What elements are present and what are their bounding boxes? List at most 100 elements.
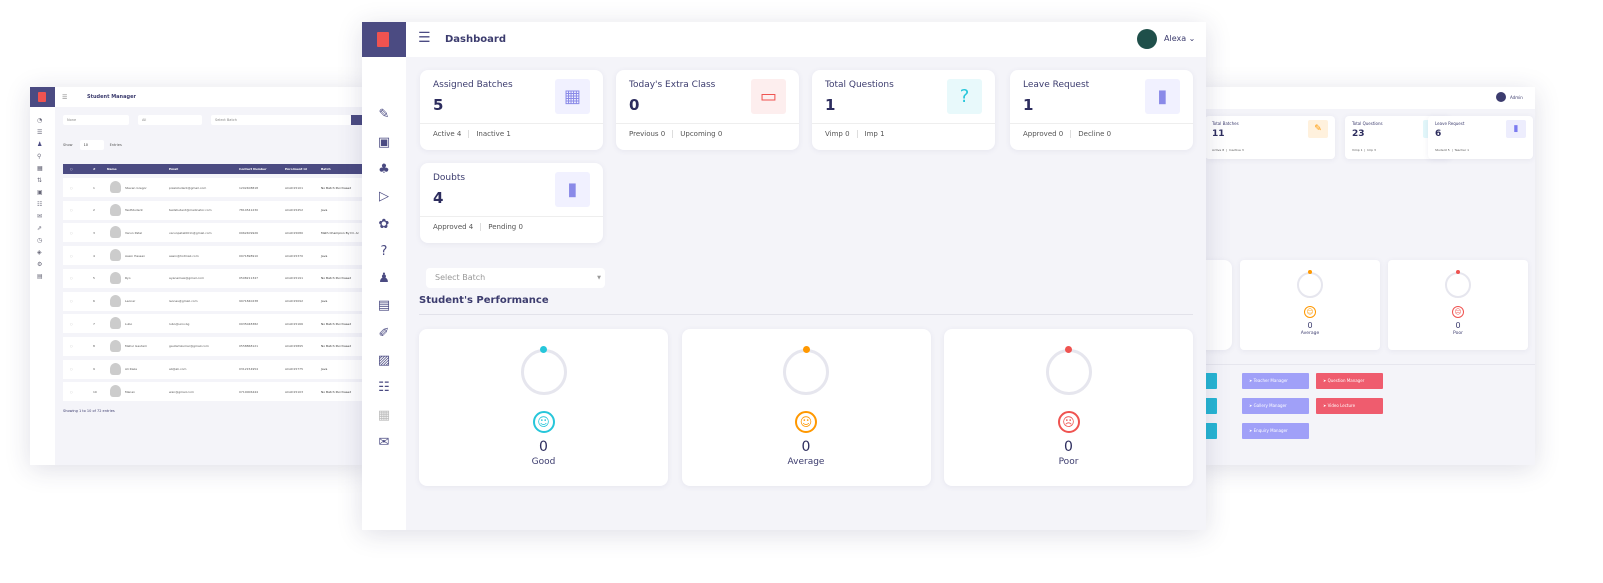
certificate-icon[interactable]: ▤ [377,298,391,314]
caret-down-icon: ▼ [597,275,601,281]
row-checkbox[interactable]: ○ [70,253,73,258]
batch-select[interactable]: Select Batch [211,115,351,125]
sidebar-icon[interactable]: ◷ [37,237,43,244]
sidebar-icon[interactable]: ✉ [37,213,43,220]
sidebar-icon[interactable]: ☰ [37,129,43,136]
row-checkbox[interactable]: ○ [70,185,73,190]
doubts-chat-icon[interactable]: ✉ [378,434,390,450]
sidebar: ◔✎▣♣▷✿?♟▤✐▨☷▦✉ [362,22,406,530]
row-checkbox[interactable]: ○ [70,276,73,281]
stat-card-assigned-batches[interactable]: Assigned Batches 5 ▦ Active 4 Inactive 1 [420,70,603,150]
gallery-icon[interactable]: ▨ [377,353,391,368]
quick-link-button[interactable]: ➤ Question Manager [1316,373,1383,389]
sidebar-icon[interactable]: ⇗ [37,225,43,232]
admin-user-name[interactable]: Admin [1510,95,1523,100]
avatar [110,181,121,193]
stat-card[interactable]: Total Batches 11 ✎ Active 8 | Inactive 3 [1205,116,1335,159]
row-checkbox[interactable]: ○ [70,299,73,303]
sad-face-icon: ☹ [1452,306,1464,318]
quick-link-button[interactable]: ➤ Video Lecture [1316,398,1383,414]
sidebar-icon[interactable]: ⇅ [37,177,43,184]
table-row[interactable]: ○ 3 Varun Patel varunpatel0011@gmail.com… [63,223,370,243]
quick-link-button[interactable]: ➤ Teacher Manager [1242,373,1309,389]
avatar [110,271,121,284]
checklist-icon[interactable]: ☷ [378,380,390,396]
stat-card-leave-request[interactable]: Leave Request 1 ▮ Approved 0 Decline 0 [1010,70,1193,150]
stat-card-doubts[interactable]: Doubts 4 ▮ Approved 4 Pending 0 [420,163,603,243]
video-icon[interactable]: ▷ [379,189,389,205]
admin-dashboard-screenshot: Admin Total Batches 11 ✎ Active 8 | Inact… [1195,87,1535,465]
sidebar-icon[interactable]: ♟ [37,141,43,148]
book-icon: ▮ [1145,79,1180,114]
sidebar-icon[interactable]: ⚲ [37,153,42,160]
user-menu[interactable]: Alexa ⌄ [1164,34,1196,43]
avatar [110,294,121,307]
row-checkbox[interactable]: ○ [70,321,73,326]
presentation-board-icon: ▭ [751,79,786,114]
calendar-icon[interactable]: ▦ [377,407,391,423]
row-checkbox[interactable]: ○ [70,230,73,235]
sidebar-icon[interactable]: ◈ [37,249,42,256]
student-icon[interactable]: ♟ [378,271,390,287]
sidebar-icon[interactable]: ☷ [37,201,43,208]
table-row[interactable]: ○ 9 Ali Raza ali@ali.com 0312154954 ACAD… [63,359,370,379]
row-checkbox[interactable]: ○ [70,367,73,372]
stat-card[interactable]: Leave Request 6 ▮ Student 5 | Teacher 1 [1428,116,1533,159]
book-icon: ▮ [1506,120,1526,138]
performance-card: ☹ 0 Poor [1388,260,1528,350]
book-icon: ▮ [555,172,590,207]
avatar [110,362,121,375]
sidebar: ◔ ☰ ♟ ⚲ ▦ ⇅ ▣ ☷ ✉ ⇗ ◷ ◈ ⚙ ▤ [30,87,55,465]
table-row[interactable]: ○ 5 Ryo ayanamesi@gmail.com 0508211347 A… [63,268,370,288]
page-title: Student Manager [87,94,136,100]
logo [362,22,406,57]
quick-link-button[interactable]: ➤ Enquiry Manager [1242,423,1309,439]
table-row[interactable]: ○ 7 Lubo lubo@univ.bg 0935048382 ACAD151… [63,314,370,334]
stat-card-total-questions[interactable]: Total Questions 1 ? Vimp 0 Imp 1 [812,70,995,150]
table-row[interactable]: ○ 2 TestStudent teststudent@mailinator.c… [63,200,370,220]
table-row[interactable]: ○ 1 Steven Gregor pixelstudent@gmail.com… [63,178,370,197]
user-avatar[interactable] [1137,29,1157,49]
table-row[interactable]: ○ 6 Leonar leonas@gmail.com 9971840238 A… [63,291,370,311]
filter-select-2[interactable]: All [138,115,202,125]
notes-icon[interactable]: ✐ [378,325,390,341]
row-checkbox[interactable]: ○ [70,389,73,394]
hamburger-menu-icon[interactable]: ☰ [418,30,431,46]
stat-card-today-s-extra-class[interactable]: Today's Extra Class 0 ▭ Previous 0 Upcomi… [616,70,799,150]
sidebar-icon[interactable]: ▦ [37,165,43,172]
quick-link-button[interactable]: ➤ Gallery Manager [1242,398,1309,414]
question-icon[interactable]: ? [380,243,388,259]
student-manager-screenshot: ◔ ☰ ♟ ⚲ ▦ ⇅ ▣ ☷ ✉ ⇗ ◷ ◈ ⚙ ▤ ☰ Student Manager None Al… [30,87,370,465]
table-header: ○ # Name Email Contact Number Enrolment Id Bat… [63,164,370,174]
sidebar-icon[interactable]: ◔ [37,117,43,124]
performance-title: Student's Performance [419,295,549,306]
row-checkbox[interactable]: ○ [70,344,73,349]
table-footer: Showing 1 to 10 of 72 entries [63,409,115,413]
exam-edit-icon[interactable]: ✎ [378,107,390,123]
sad-face-icon: ☹ [1057,411,1080,433]
admin-avatar[interactable] [1496,92,1506,102]
group-icon: ▦ [555,79,590,114]
award-icon[interactable]: ✿ [378,216,390,232]
table-row[interactable]: ○ 10 Manan wan@gmail.com 0710006444 ACAD… [63,382,370,402]
search-button[interactable] [351,115,370,125]
table-row[interactable]: ○ 8 Mehul Gautam gautamkumar@gmail.com 0… [63,336,370,356]
edit-note-icon: ✎ [1308,120,1328,138]
batch-select[interactable]: Select Batch ▼ [426,268,605,288]
performance-card-good: ☺ 0 Good [419,329,668,486]
sidebar-icon[interactable]: ⚙ [37,261,43,268]
menu-icon[interactable]: ☰ [62,94,68,101]
entries-select[interactable]: 10 [79,140,104,150]
avatar [110,339,121,352]
row-checkbox[interactable]: ○ [70,208,73,213]
table-row[interactable]: ○ 4 Aasin Hassan aasin@hotmail.com 09718… [63,246,370,266]
batches-group-icon[interactable]: ♣ [378,161,390,177]
sidebar-icon[interactable]: ▣ [37,189,43,196]
online-class-icon[interactable]: ▣ [377,134,391,150]
teacher-dashboard-screenshot: ◔✎▣♣▷✿?♟▤✐▨☷▦✉ ☰ Dashboard Alexa ⌄ Assig… [362,22,1206,530]
filter-select-1[interactable]: None [63,115,129,125]
avatar [110,317,121,330]
performance-card-average: ☺ 0 Average [681,329,931,486]
sidebar-icon[interactable]: ▤ [37,273,43,280]
header: ☰ Dashboard Alexa ⌄ [406,22,1206,57]
